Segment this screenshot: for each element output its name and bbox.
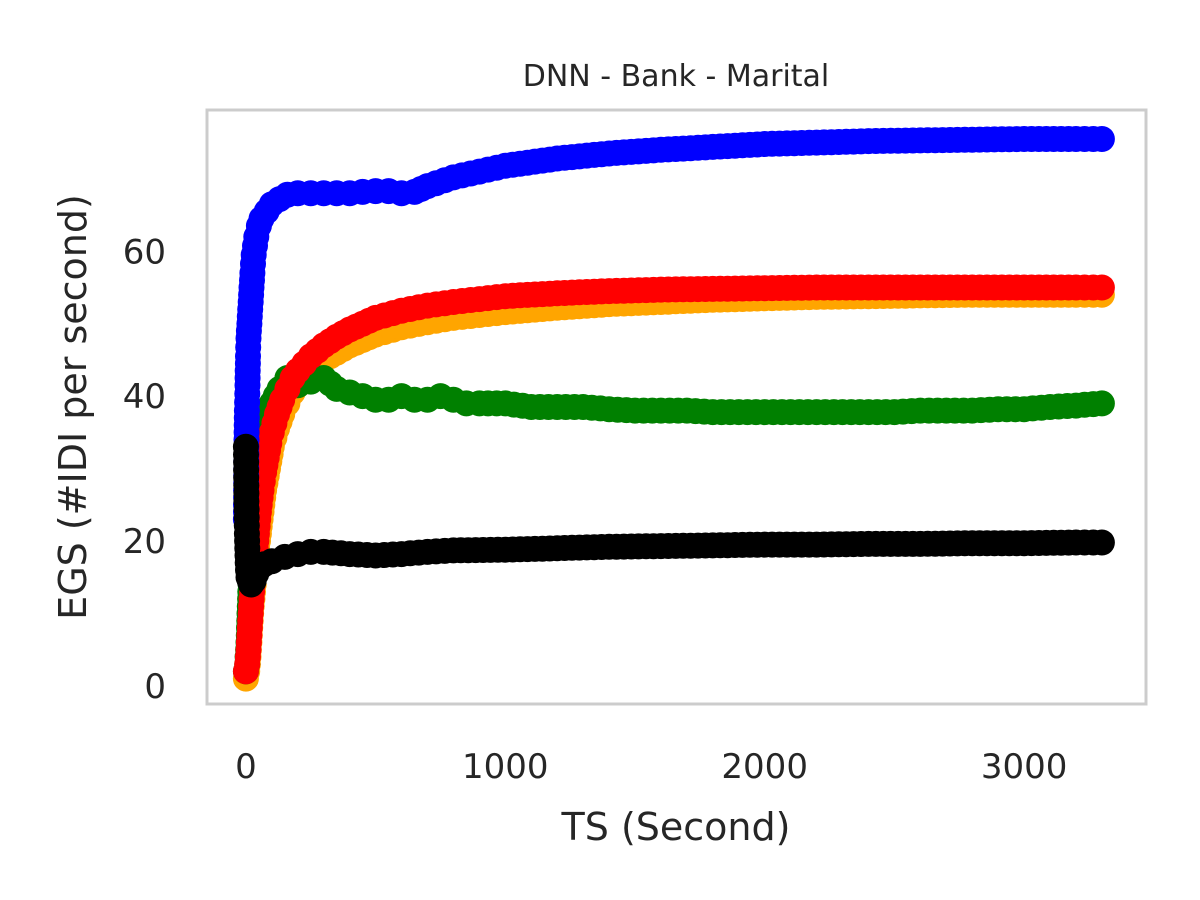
y-tick-label: 40: [123, 377, 166, 417]
data-point: [1088, 274, 1115, 301]
data-point: [1088, 529, 1115, 556]
series-4: [232, 433, 1115, 598]
y-tick-label: 60: [123, 232, 166, 272]
x-tick-label: 2000: [721, 747, 808, 787]
x-axis-ticks: 0 1000 2000 3000: [235, 747, 1067, 787]
chart-title: DNN - Bank - Marital: [523, 59, 830, 94]
data-point: [1088, 390, 1115, 417]
x-tick-label: 0: [235, 747, 257, 787]
x-axis-label: TS (Second): [561, 805, 791, 849]
x-tick-label: 3000: [981, 747, 1068, 787]
data-point: [1088, 126, 1115, 152]
y-axis-ticks: 0 20 40 60: [123, 232, 166, 707]
y-tick-label: 0: [144, 667, 166, 707]
x-tick-label: 1000: [462, 747, 549, 787]
y-axis-label: EGS (#IDI per second): [51, 194, 95, 620]
y-tick-label: 20: [123, 522, 166, 562]
series-layer: [232, 126, 1115, 692]
